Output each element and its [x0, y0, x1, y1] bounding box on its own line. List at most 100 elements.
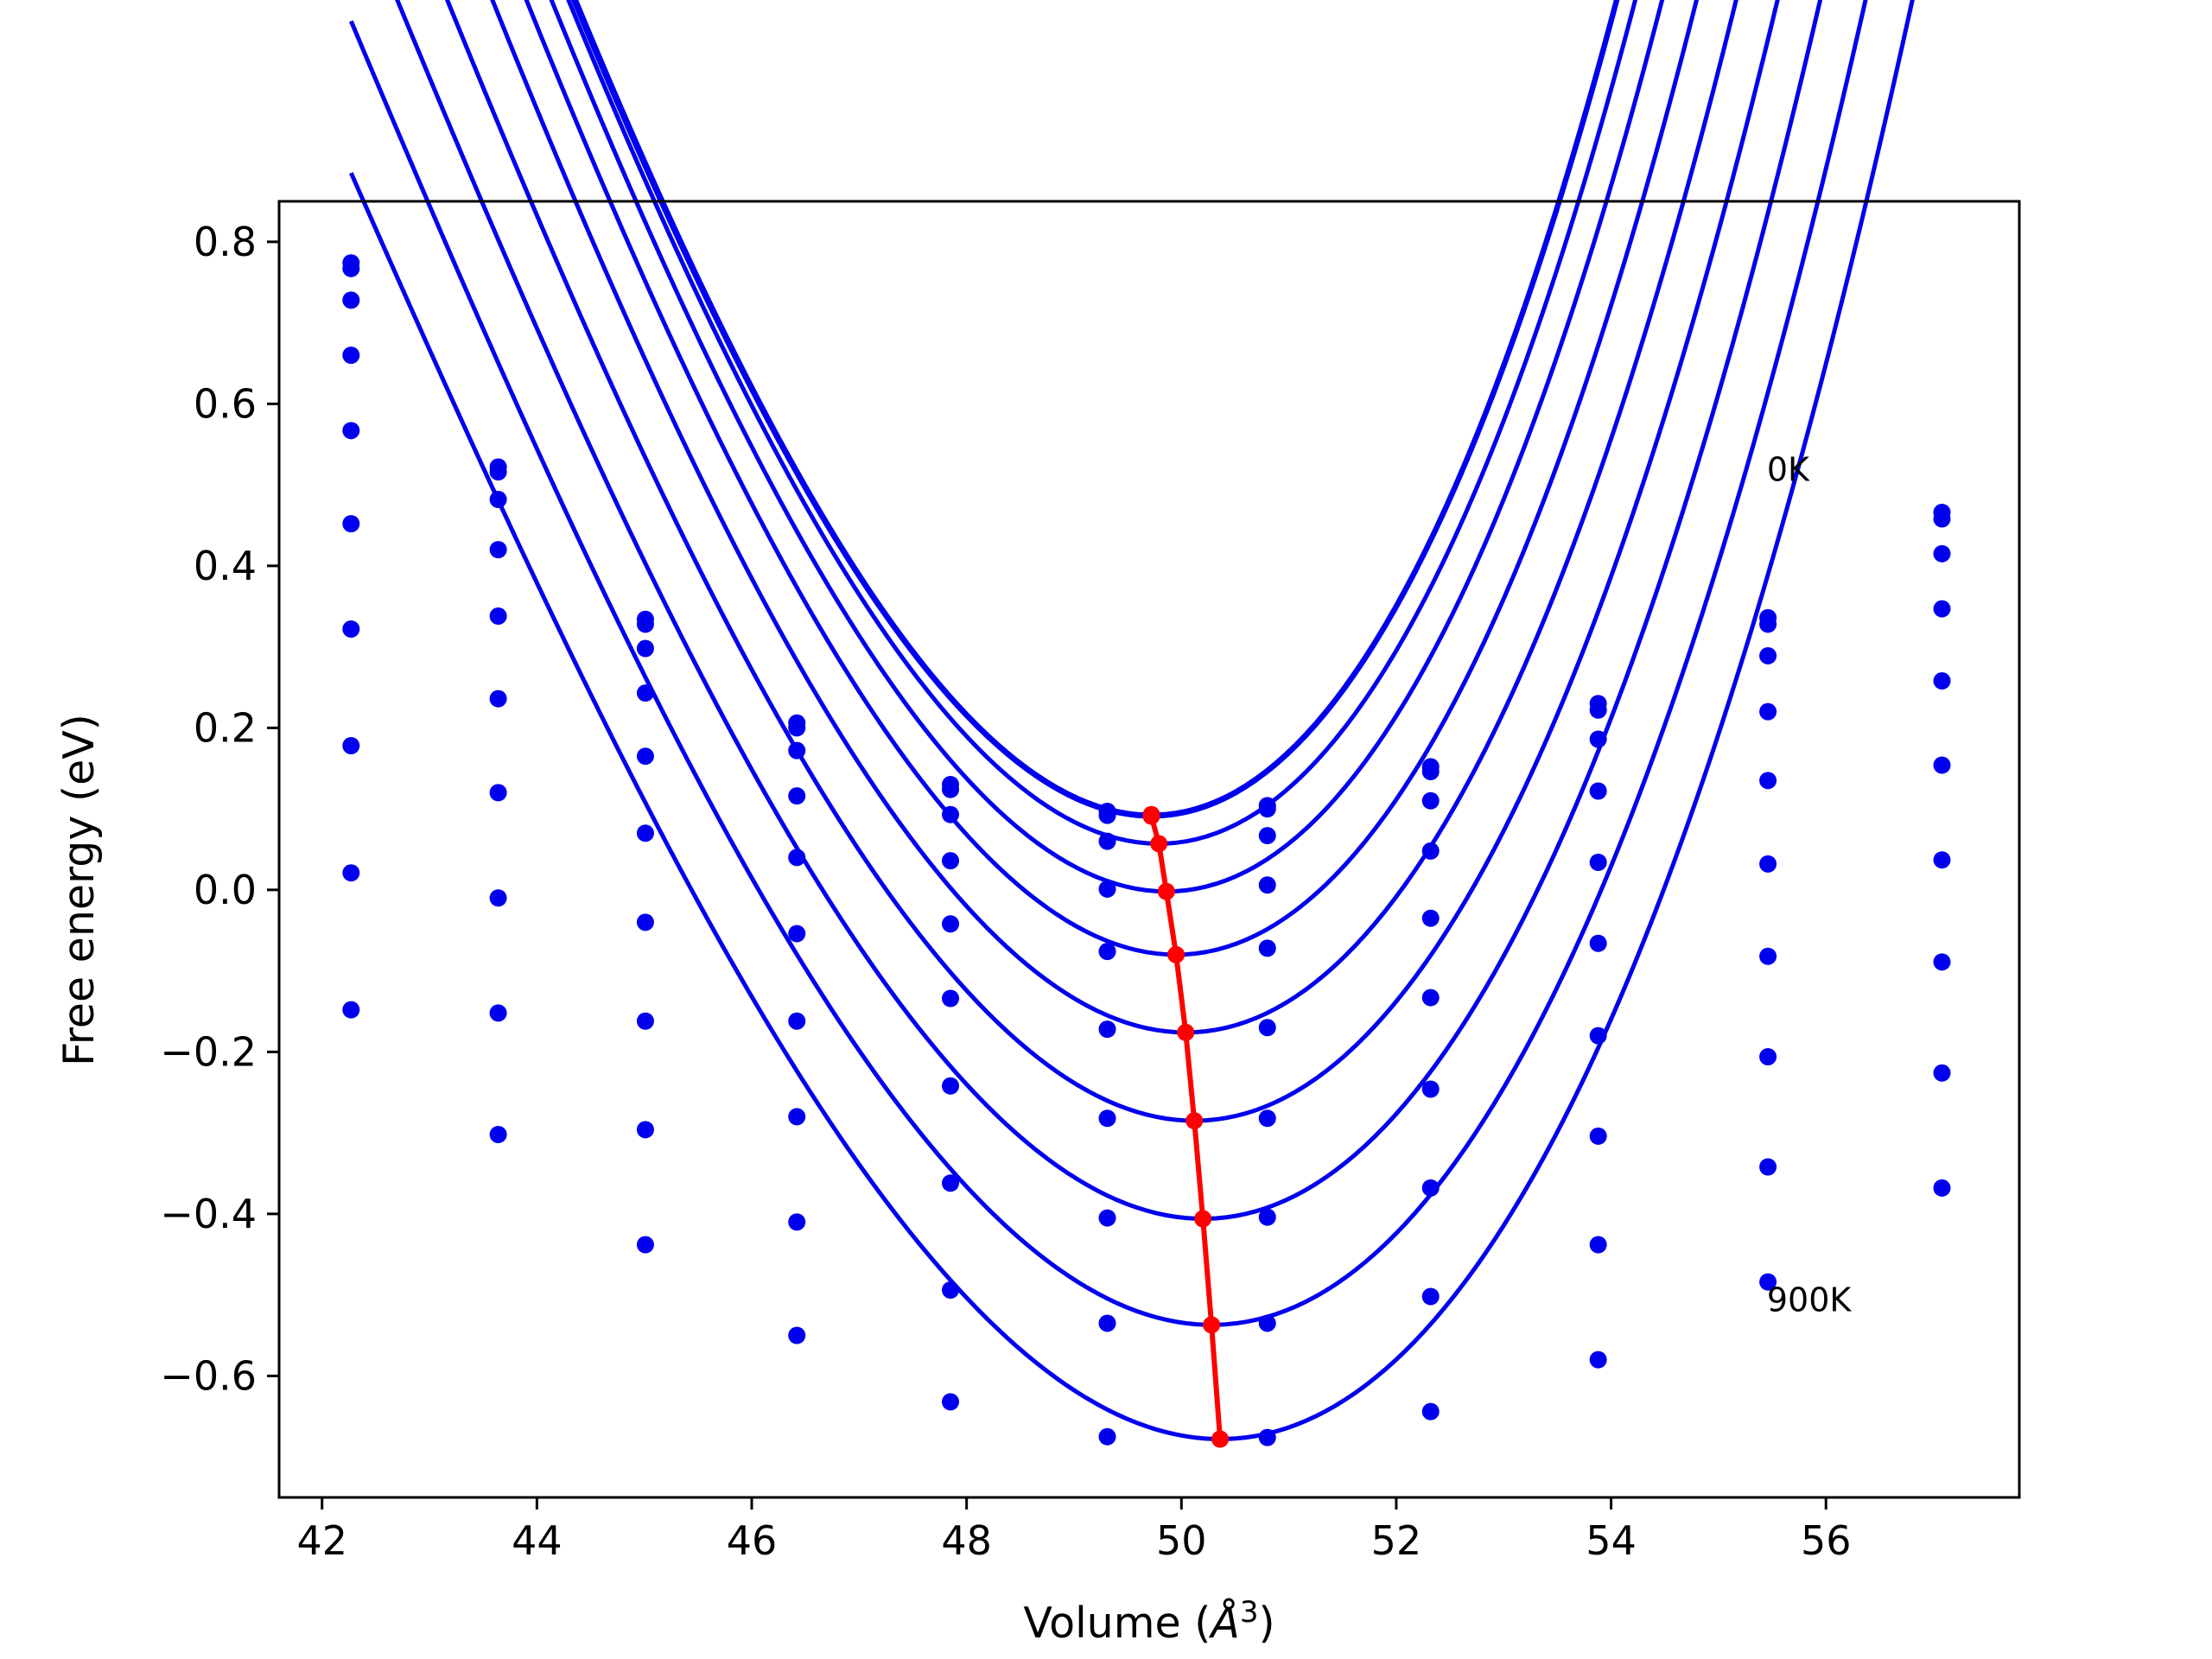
data-point-1-2 — [636, 615, 654, 633]
data-point-5-2 — [636, 824, 654, 842]
fit-curve-3 — [549, 0, 1665, 894]
data-point-2-5 — [1098, 832, 1116, 850]
data-point-8-9 — [1759, 1158, 1777, 1176]
data-point-5-8 — [1589, 934, 1607, 952]
data-point-8-8 — [1589, 1236, 1607, 1254]
data-point-7-10 — [1933, 953, 1951, 971]
x-tick-label: 44 — [512, 1517, 563, 1564]
data-point-4-7 — [1421, 909, 1440, 927]
y-tick-label: −0.6 — [160, 1352, 257, 1399]
y-tick-label: 0.4 — [194, 543, 257, 589]
y-tick-label: 0.6 — [194, 380, 257, 427]
x-tick-label: 46 — [727, 1517, 778, 1564]
minimum-point-9 — [1211, 1430, 1230, 1448]
data-point-9-2 — [636, 1236, 654, 1254]
y-axis-label: Free energy (eV) — [54, 714, 104, 1066]
data-point-5-7 — [1421, 988, 1440, 1007]
minima-layer — [1142, 805, 1230, 1448]
data-point-3-5 — [1098, 880, 1116, 898]
data-point-4-0 — [342, 422, 360, 440]
data-point-4-4 — [942, 915, 960, 933]
y-tick-label: −0.4 — [160, 1191, 257, 1237]
data-point-8-10 — [1933, 1064, 1951, 1082]
minimum-point-7 — [1194, 1210, 1212, 1228]
data-point-7-0 — [342, 737, 360, 754]
annotation-900k: 900K — [1767, 1281, 1853, 1319]
data-point-5-0 — [342, 515, 360, 533]
data-point-2-7 — [1421, 791, 1440, 810]
data-point-2-0 — [342, 291, 360, 309]
data-point-8-0 — [342, 864, 360, 882]
data-point-8-1 — [489, 1004, 507, 1022]
x-tick-label: 42 — [296, 1517, 347, 1564]
data-point-7-1 — [489, 889, 507, 907]
y-tick-label: −0.2 — [160, 1028, 257, 1075]
data-point-5-1 — [489, 690, 507, 708]
data-point-2-6 — [1258, 827, 1276, 845]
minimum-point-3 — [1157, 882, 1175, 900]
data-point-6-5 — [1098, 1109, 1116, 1128]
data-point-4-9 — [1759, 772, 1777, 790]
data-point-8-5 — [1098, 1314, 1116, 1332]
data-point-5-10 — [1933, 756, 1951, 774]
minimum-point-5 — [1177, 1023, 1195, 1041]
data-point-8-7 — [1421, 1287, 1440, 1306]
x-tick-label: 48 — [941, 1517, 992, 1564]
x-axis-label: Volume (Å3) — [1023, 1595, 1274, 1648]
data-point-3-1 — [489, 541, 507, 559]
fit-curve-7 — [395, 0, 1823, 1221]
data-point-7-9 — [1759, 1048, 1777, 1065]
data-point-6-2 — [636, 913, 654, 931]
minimum-point-2 — [1150, 835, 1168, 853]
data-point-6-6 — [1258, 1109, 1276, 1128]
y-tick-label: 0.0 — [194, 867, 257, 913]
data-point-6-4 — [942, 1077, 960, 1095]
data-point-3-9 — [1759, 702, 1777, 721]
data-point-5-3 — [788, 925, 806, 943]
data-point-9-9 — [1759, 1273, 1777, 1291]
data-point-3-10 — [1933, 600, 1951, 618]
data-point-9-5 — [1098, 1427, 1116, 1446]
minimum-line — [1148, 814, 1224, 1440]
data-point-9-8 — [1589, 1351, 1607, 1369]
data-point-9-4 — [942, 1393, 960, 1411]
annotation-layer: 0K 900K — [1767, 450, 1853, 1319]
data-point-7-5 — [1098, 1209, 1116, 1227]
x-tick-label: 54 — [1586, 1517, 1637, 1564]
data-point-5-5 — [1098, 1020, 1116, 1039]
data-point-4-5 — [1098, 943, 1116, 961]
data-point-4-1 — [489, 607, 507, 625]
data-point-1-10 — [1933, 510, 1951, 528]
data-point-3-4 — [942, 852, 960, 870]
data-point-6-0 — [342, 620, 360, 638]
data-point-7-3 — [788, 1108, 806, 1126]
minimum-point-6 — [1185, 1112, 1204, 1130]
data-point-3-6 — [1258, 876, 1276, 894]
data-point-4-2 — [636, 747, 654, 766]
data-point-3-0 — [342, 346, 360, 365]
fit-curve-5 — [490, 0, 1738, 1035]
minimum-point-1 — [1142, 807, 1160, 825]
data-point-1-7 — [1421, 763, 1440, 780]
data-point-9-0 — [342, 1001, 360, 1019]
series-layer — [342, 0, 1951, 1446]
data-point-8-6 — [1258, 1314, 1276, 1332]
data-point-1-5 — [1098, 806, 1116, 824]
data-point-6-7 — [1421, 1080, 1440, 1098]
data-point-9-6 — [1258, 1428, 1276, 1446]
fit-curve-6 — [444, 0, 1780, 1123]
data-point-3-3 — [788, 787, 806, 805]
y-tick-label: 0.2 — [194, 704, 257, 751]
data-point-5-9 — [1759, 855, 1777, 873]
x-tick-label: 52 — [1371, 1517, 1422, 1564]
data-point-1-0 — [342, 259, 360, 277]
data-point-9-1 — [489, 1126, 507, 1143]
data-point-7-8 — [1589, 1127, 1607, 1145]
data-point-1-8 — [1589, 701, 1607, 719]
data-point-1-9 — [1759, 615, 1777, 633]
data-point-2-10 — [1933, 544, 1951, 563]
data-point-3-8 — [1589, 782, 1607, 800]
minimum-point-4 — [1167, 945, 1185, 963]
